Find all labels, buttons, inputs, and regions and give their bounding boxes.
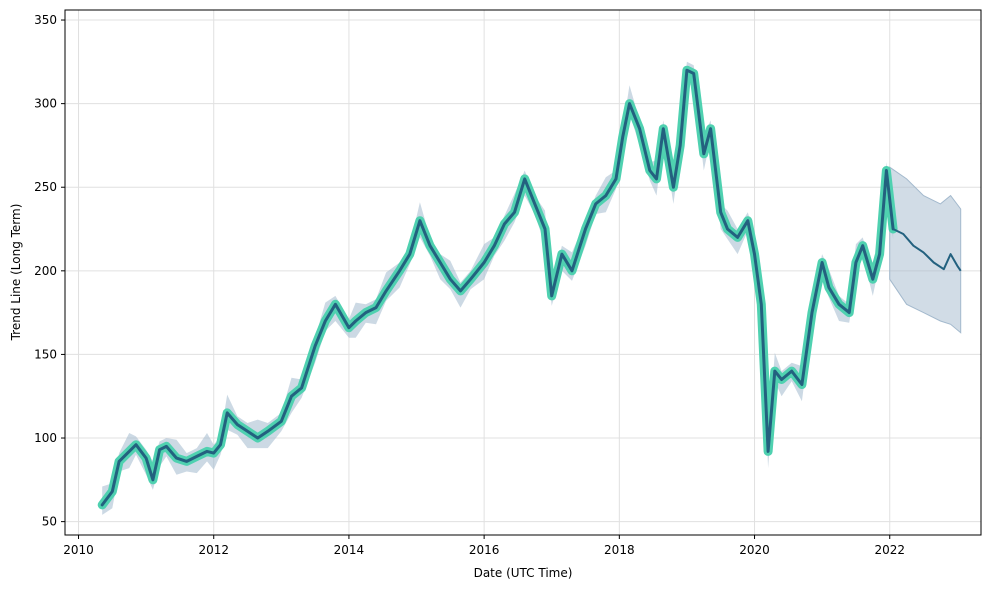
series-lines — [97, 65, 962, 510]
x-axis-ticks: 2010 2012 2014 2016 2018 2020 2022 — [63, 535, 905, 557]
y-tick-label: 350 — [34, 13, 57, 27]
observed-line — [100, 68, 895, 507]
x-tick-label: 2014 — [334, 543, 365, 557]
y-tick-label: 100 — [34, 431, 57, 445]
y-tick-label: 200 — [34, 264, 57, 278]
y-tick-label: 150 — [34, 347, 57, 361]
y-axis-ticks: 50 100 150 200 250 300 350 — [34, 13, 65, 529]
forecast-line — [892, 228, 962, 272]
x-tick-label: 2012 — [198, 543, 229, 557]
plot-frame — [64, 9, 982, 536]
confidence-bands — [102, 61, 962, 515]
forecast-band — [889, 166, 962, 334]
y-axis-label: Trend Line (Long Term) — [9, 204, 23, 342]
y-tick-label: 250 — [34, 180, 57, 194]
observed-band — [102, 61, 894, 515]
x-axis-label: Date (UTC Time) — [474, 566, 573, 580]
x-tick-label: 2016 — [469, 543, 500, 557]
x-tick-label: 2020 — [739, 543, 770, 557]
y-tick-label: 300 — [34, 97, 57, 111]
x-tick-label: 2022 — [874, 543, 905, 557]
x-tick-label: 2010 — [63, 543, 94, 557]
x-tick-label: 2018 — [604, 543, 635, 557]
y-tick-label: 50 — [42, 515, 57, 529]
